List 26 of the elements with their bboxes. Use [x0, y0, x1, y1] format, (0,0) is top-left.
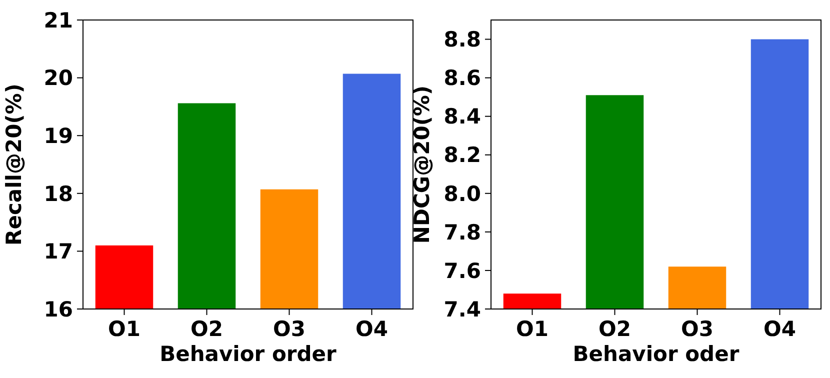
y-tick-label: 7.4: [444, 297, 481, 322]
x-axis-title: Behavior order: [160, 342, 338, 366]
y-tick-label: 7.6: [444, 258, 481, 283]
y-tick-label: 21: [44, 8, 73, 32]
x-tick-label: O1: [108, 317, 140, 341]
x-tick-label: O1: [516, 317, 548, 341]
y-tick-label: 7.8: [444, 220, 481, 244]
x-tick-label: O4: [764, 317, 796, 341]
y-tick-label: 8.4: [444, 104, 481, 129]
y-tick-label: 8.0: [444, 182, 481, 206]
y-tick-label: 17: [44, 240, 73, 264]
y-tick-label: 8.2: [444, 143, 481, 168]
x-axis-title: Behavior oder: [572, 342, 740, 366]
x-tick-label: O2: [190, 317, 223, 341]
x-tick-label: O4: [356, 317, 388, 341]
y-axis-title: NDCG@20(%): [410, 85, 434, 244]
y-tick-label: 8.8: [444, 28, 481, 52]
y-tick-label: 8.6: [444, 66, 481, 90]
y-tick-label: 16: [44, 297, 73, 322]
x-tick-label: O3: [681, 317, 714, 341]
y-axis-title: Recall@20(%): [2, 84, 26, 246]
y-tick-label: 19: [44, 124, 73, 148]
y-tick-label: 18: [44, 182, 73, 206]
x-tick-label: O2: [598, 317, 631, 341]
y-tick-label: 20: [44, 66, 73, 90]
x-tick-label: O3: [273, 317, 306, 341]
